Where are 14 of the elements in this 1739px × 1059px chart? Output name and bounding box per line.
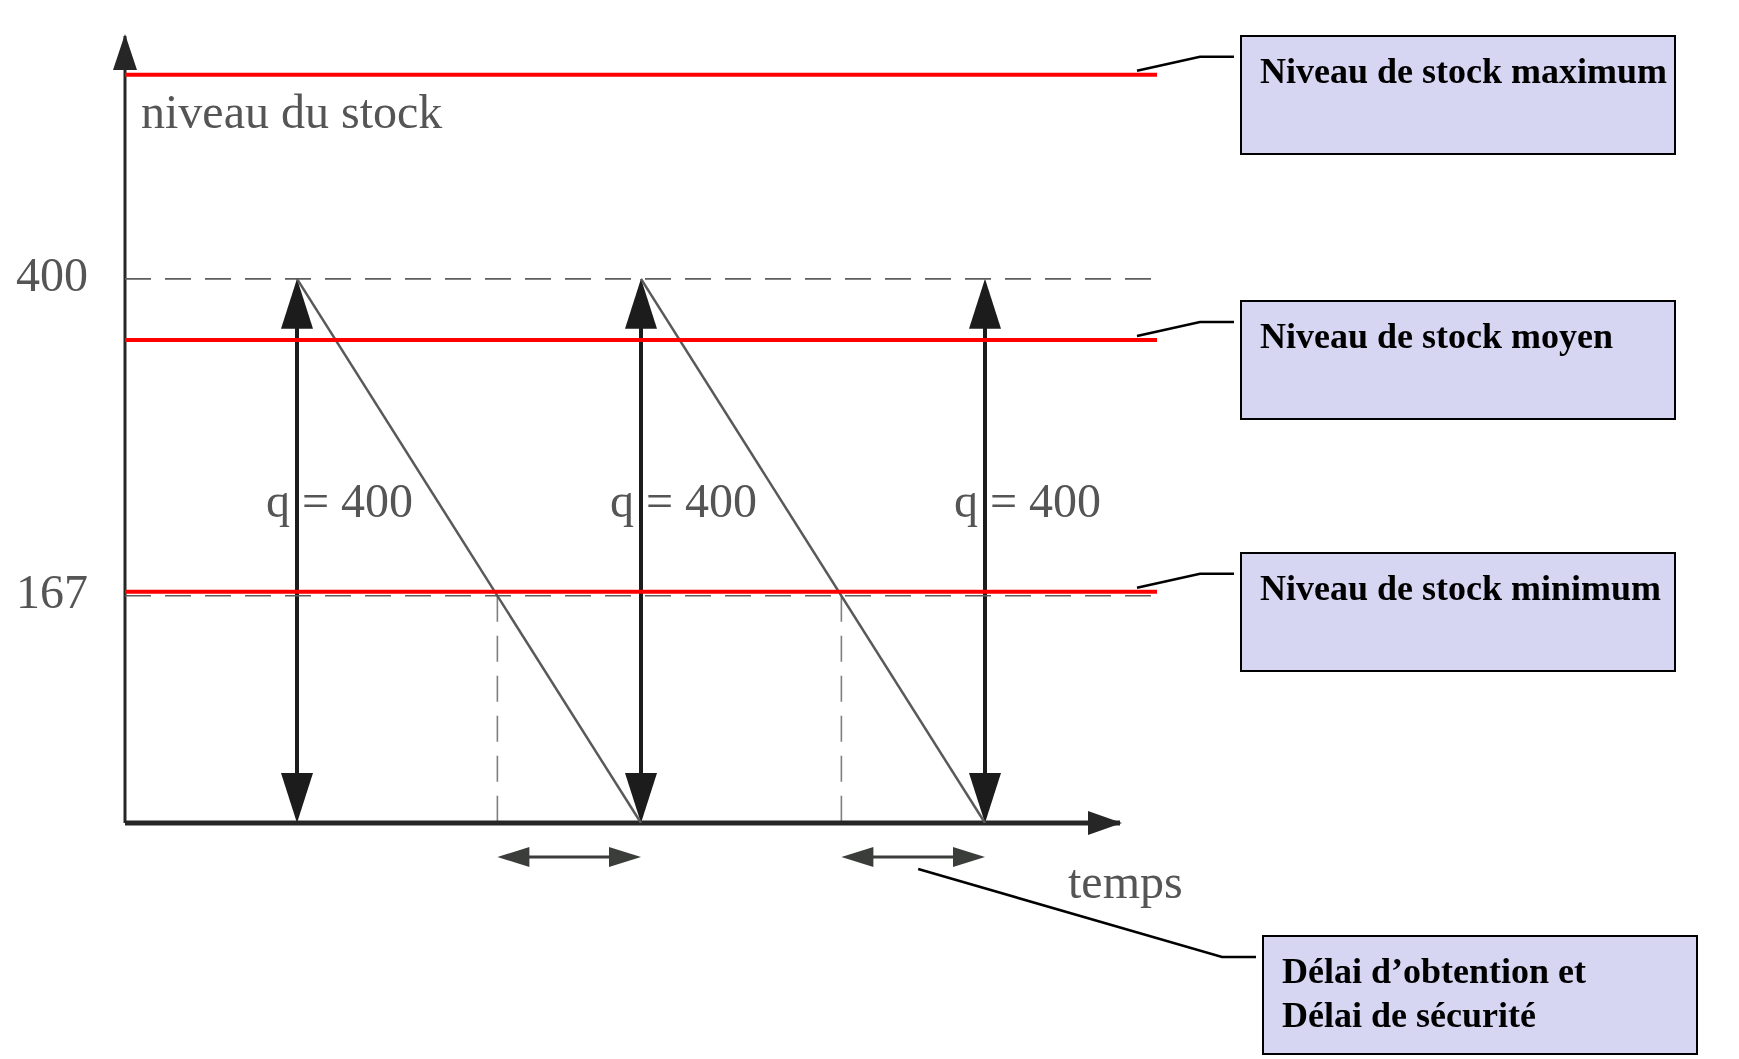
ref-line-label: Niveau de stock moyen [1260, 316, 1613, 357]
annotation: q = 400 [954, 473, 1102, 527]
callout-box: Niveau de stock moyen [1240, 300, 1676, 421]
ref-line-label: Niveau de stock minimum [1260, 567, 1662, 608]
callout-box: Délai d’obtention et Délai de sécurité [1262, 935, 1698, 1055]
annotation: q = 400 [610, 473, 758, 527]
callout-box: Niveau de stock maximum [1240, 34, 1676, 155]
y-axis-title: niveau du stock [141, 85, 443, 138]
y-tick-label: 167 [16, 565, 88, 619]
x-axis-title: temps [1068, 855, 1183, 908]
callout-box: Niveau de stock minimum [1240, 551, 1676, 672]
ref-line-label: Niveau de stock maximum [1260, 50, 1667, 91]
annotation: q = 400 [266, 473, 414, 527]
y-tick-label: 400 [16, 248, 88, 302]
